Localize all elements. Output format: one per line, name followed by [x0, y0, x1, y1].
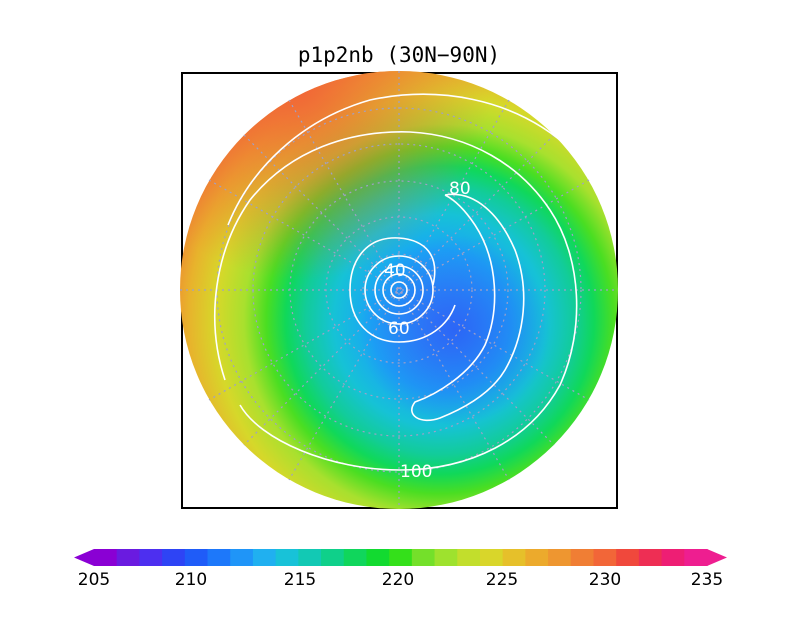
colorbar-swatch: [207, 549, 231, 566]
colorbar-swatch: [94, 549, 118, 566]
tick-label-215: 215: [284, 570, 316, 590]
colorbar-swatch: [184, 549, 209, 566]
colorbar-min-arrow: [74, 549, 94, 566]
colorbar-swatch: [661, 549, 685, 566]
colorbar-swatch: [275, 549, 299, 566]
tick-label-205: 205: [78, 570, 110, 590]
colorbar-swatch: [298, 549, 322, 566]
colorbar-swatch: [162, 549, 186, 566]
colorbar-swatches: [74, 549, 727, 566]
colorbar-swatch: [139, 549, 163, 566]
tick-label-220: 220: [382, 570, 414, 590]
warm-region-shading: [180, 71, 618, 509]
tick-label-210: 210: [175, 570, 207, 590]
contour-label-100: 100: [400, 462, 432, 482]
colorbar-swatch: [116, 549, 140, 566]
contour-label-60: 60: [388, 319, 410, 339]
tick-label-230: 230: [589, 570, 621, 590]
colorbar-swatch: [684, 549, 708, 566]
colorbar-swatch: [252, 549, 277, 566]
colorbar-swatch: [457, 549, 481, 566]
colorbar-swatch: [230, 549, 254, 566]
chart-title: p1p2nb (30N−90N): [298, 43, 500, 67]
colorbar-swatch: [616, 549, 640, 566]
colorbar-max-arrow: [707, 549, 727, 566]
tick-label-225: 225: [486, 570, 518, 590]
tick-label-235: 235: [691, 570, 723, 590]
colorbar: 205 210 215 220 225 230 235: [74, 549, 727, 590]
colorbar-swatch: [570, 549, 595, 566]
graticule: [180, 71, 618, 509]
colorbar-swatch: [366, 549, 390, 566]
colorbar-swatch: [502, 549, 526, 566]
colorbar-swatch: [479, 549, 504, 566]
colorbar-swatch: [343, 549, 368, 566]
colorbar-swatch: [593, 549, 617, 566]
colorbar-tick-labels: 205 210 215 220 225 230 235: [78, 570, 723, 590]
contour-lines: [214, 93, 578, 471]
colorbar-swatch: [548, 549, 572, 566]
colorbar-swatch: [434, 549, 458, 566]
colorbar-swatch: [411, 549, 436, 566]
contour-label-80: 80: [449, 179, 471, 199]
colorbar-swatch: [389, 549, 413, 566]
colorbar-swatch: [638, 549, 663, 566]
contour-label-40: 40: [384, 261, 406, 281]
polar-map: 40 60 80 100: [180, 71, 618, 509]
colorbar-swatch: [321, 549, 345, 566]
colorbar-swatch: [525, 549, 549, 566]
contour-label-group: 40 60 80 100: [384, 179, 471, 482]
